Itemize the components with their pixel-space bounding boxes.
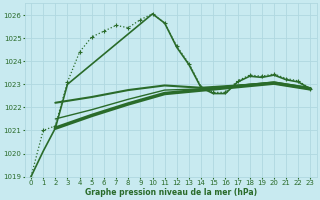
X-axis label: Graphe pression niveau de la mer (hPa): Graphe pression niveau de la mer (hPa) <box>85 188 257 197</box>
